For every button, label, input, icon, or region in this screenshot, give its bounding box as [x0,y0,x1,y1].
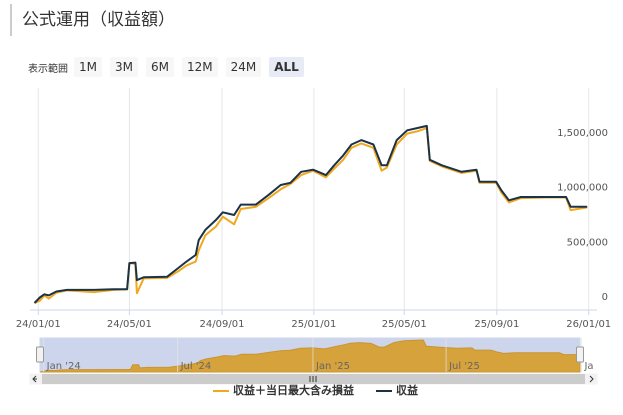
range-button[interactable]: 12M [182,57,218,77]
scrollbar-arrow[interactable] [589,375,594,383]
navigator-area [39,339,581,373]
y-tick-label: 500,000 [567,237,608,248]
range-button[interactable]: ALL [269,57,304,77]
y-tick-label: 1,000,000 [557,183,608,194]
range-selector: 表示範囲 1M 3M 6M 12M 24M ALL [28,57,312,77]
legend-label[interactable]: 収益＋当日最大含み損益 [233,383,354,397]
x-tick-label: 24/05/01 [107,319,152,330]
x-tick-label: 25/09/01 [474,319,519,330]
navigator-handle[interactable] [36,346,44,363]
navigator-handle[interactable] [576,346,584,363]
legend-label[interactable]: 収益 [396,383,418,397]
range-label: 表示範囲 [28,63,68,75]
x-tick-label: 24/01/01 [16,319,61,330]
navigator-label: Jan '25 [315,361,350,372]
navigator-label: Jul '24 [180,361,212,372]
navigator-label: Jan '24 [46,361,81,372]
x-tick-label: 25/05/01 [382,319,427,330]
scrollbar-grip [309,376,317,382]
series-line [33,124,588,304]
range-button[interactable]: 24M [225,57,262,77]
range-button[interactable]: 3M [110,57,138,77]
y-tick-label: 0 [602,292,608,303]
x-tick-label: 26/01/01 [566,319,611,330]
range-button[interactable]: 1M [74,57,102,77]
scrollbar-arrow[interactable] [32,375,37,383]
page-title: 公式運用（収益額） [10,4,175,36]
x-tick-label: 24/09/01 [200,319,245,330]
x-tick-label: 25/01/01 [291,319,336,330]
y-tick-label: 1,500,000 [557,128,608,139]
navigator-label: Ja [583,361,593,372]
range-button[interactable]: 6M [146,57,174,77]
navigator-label: Jul '25 [448,361,480,372]
